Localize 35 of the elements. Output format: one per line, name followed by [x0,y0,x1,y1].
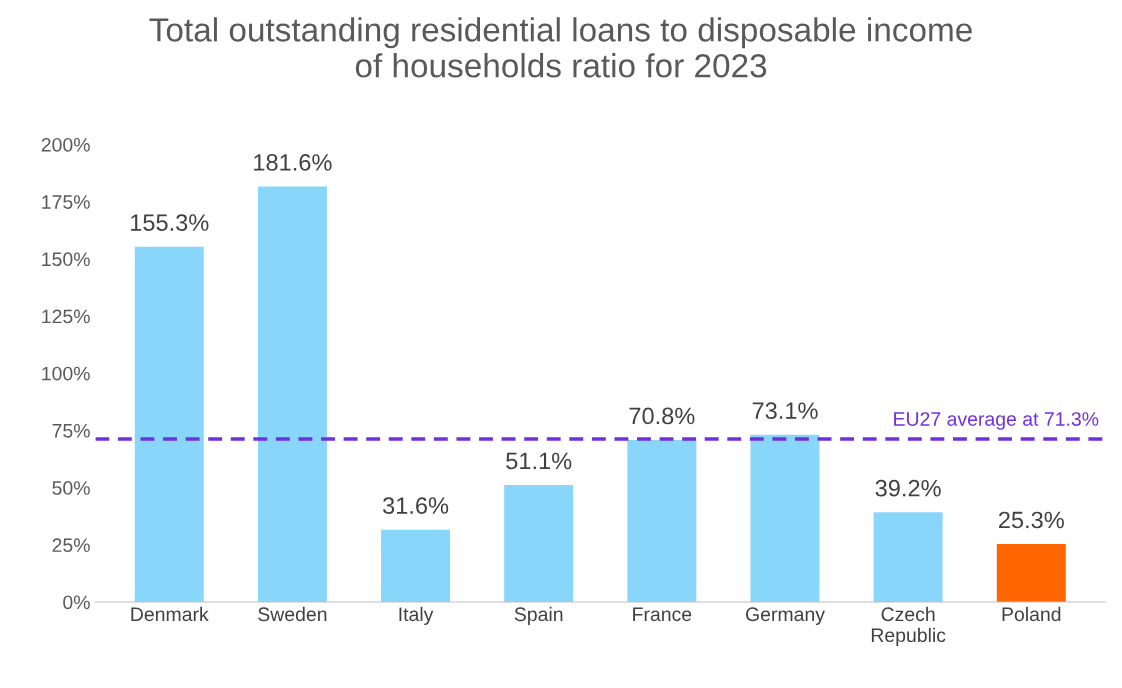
data-label: 181.6% [254,154,332,171]
data-label: 155.3% [131,214,209,231]
x-tick-label: France [633,607,692,622]
chart-title: Total outstanding residential loans to disposable income of households ratio for 2023 [149,17,972,78]
y-tick-label: 125% [42,309,90,324]
x-tick-label: Spain [514,606,563,625]
y-tick-label: 50% [52,481,90,495]
bar [627,440,697,602]
y-tick-label: 200% [41,137,90,152]
x-tick-label: Czech Republic [871,606,946,646]
bar [750,434,820,602]
bar [134,246,204,602]
x-tick-label: Germany [745,607,825,625]
data-label: 51.1% [506,452,572,470]
bar [381,529,451,602]
x-tick-label: Italy [399,606,434,625]
data-label: 70.8% [629,407,695,425]
y-tick-label: 25% [52,538,90,553]
bar [504,485,574,602]
y-tick-label: 150% [42,252,90,267]
y-tick-label: 100% [42,366,90,381]
y-tick-label: 75% [52,423,90,438]
bar [873,512,943,602]
bar [996,544,1066,602]
data-label: 25.3% [999,511,1064,529]
x-tick-label: Poland [1002,606,1061,622]
y-tick-label: 0% [63,595,90,610]
bar [257,186,327,602]
data-label: 39.2% [875,479,941,497]
x-tick-label: Sweden [258,606,327,622]
data-label: 73.1% [752,402,818,419]
data-label: 31.6% [382,497,449,514]
ref-line-label: EU27 average at 71.3% [894,412,1099,430]
y-tick-label: 175% [42,195,90,209]
x-tick-label: Denmark [131,606,209,622]
